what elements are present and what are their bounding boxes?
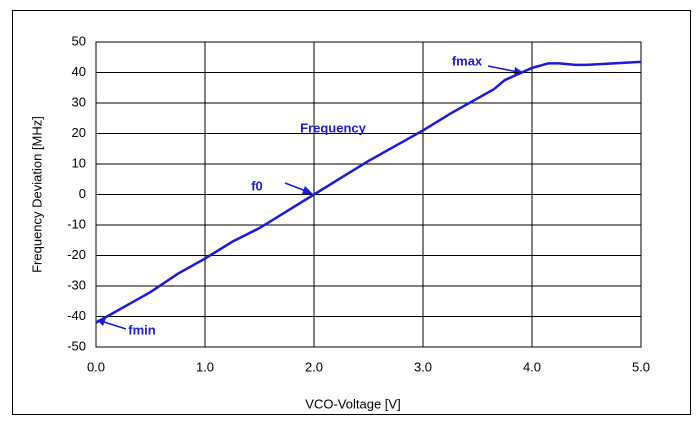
x-axis-label: VCO-Voltage [V] bbox=[305, 396, 400, 411]
chart-border bbox=[12, 10, 691, 415]
x-tick-label: 2.0 bbox=[305, 359, 323, 374]
y-tick-label: 10 bbox=[72, 155, 86, 170]
y-tick-label: -20 bbox=[67, 247, 86, 262]
plot-frame bbox=[95, 41, 642, 348]
y-tick-label: 40 bbox=[72, 64, 86, 79]
x-tick-label: 3.0 bbox=[414, 359, 432, 374]
x-tick-label: 0.0 bbox=[87, 359, 105, 374]
data-line bbox=[95, 60, 642, 324]
annotation: fmax bbox=[452, 53, 483, 68]
x-tick-label: 5.0 bbox=[632, 359, 650, 374]
y-tick-label: 50 bbox=[72, 33, 86, 48]
x-tick-label: 4.0 bbox=[523, 359, 541, 374]
annotation: f0 bbox=[251, 178, 263, 193]
y-tick-label: -30 bbox=[67, 277, 86, 292]
annotation: fmin bbox=[128, 322, 156, 337]
y-tick-label: 20 bbox=[72, 125, 86, 140]
annotation: Frequency bbox=[300, 120, 367, 135]
y-tick-label: -50 bbox=[67, 338, 86, 353]
y-tick-label: -10 bbox=[67, 216, 86, 231]
y-axis-label: Frequency Deviation [MHz] bbox=[29, 116, 44, 273]
y-tick-label: -40 bbox=[67, 308, 86, 323]
y-tick-label: 30 bbox=[72, 94, 86, 109]
x-tick-label: 1.0 bbox=[196, 359, 214, 374]
y-tick-label: 0 bbox=[79, 186, 86, 201]
